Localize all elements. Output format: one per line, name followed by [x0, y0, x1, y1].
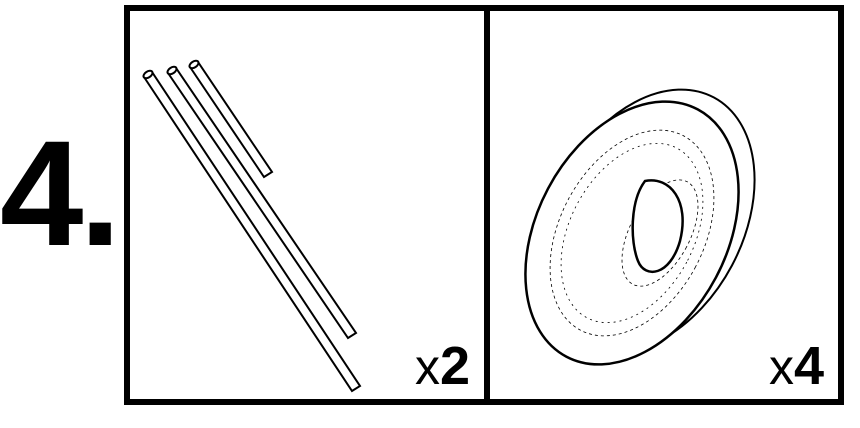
- tire-icon: [524, 88, 756, 366]
- quantity-value: 4: [793, 336, 824, 396]
- rods-icon: [142, 59, 362, 393]
- quantity-prefix: x: [414, 339, 440, 395]
- step-number: 4.: [0, 109, 121, 277]
- quantity-label: x2: [415, 339, 470, 393]
- quantity-value: 2: [439, 336, 470, 396]
- tire-panel: x4: [484, 5, 844, 405]
- quantity-label: x4: [769, 339, 824, 393]
- quantity-prefix: x: [768, 339, 794, 395]
- rods-panel: x2: [124, 5, 490, 405]
